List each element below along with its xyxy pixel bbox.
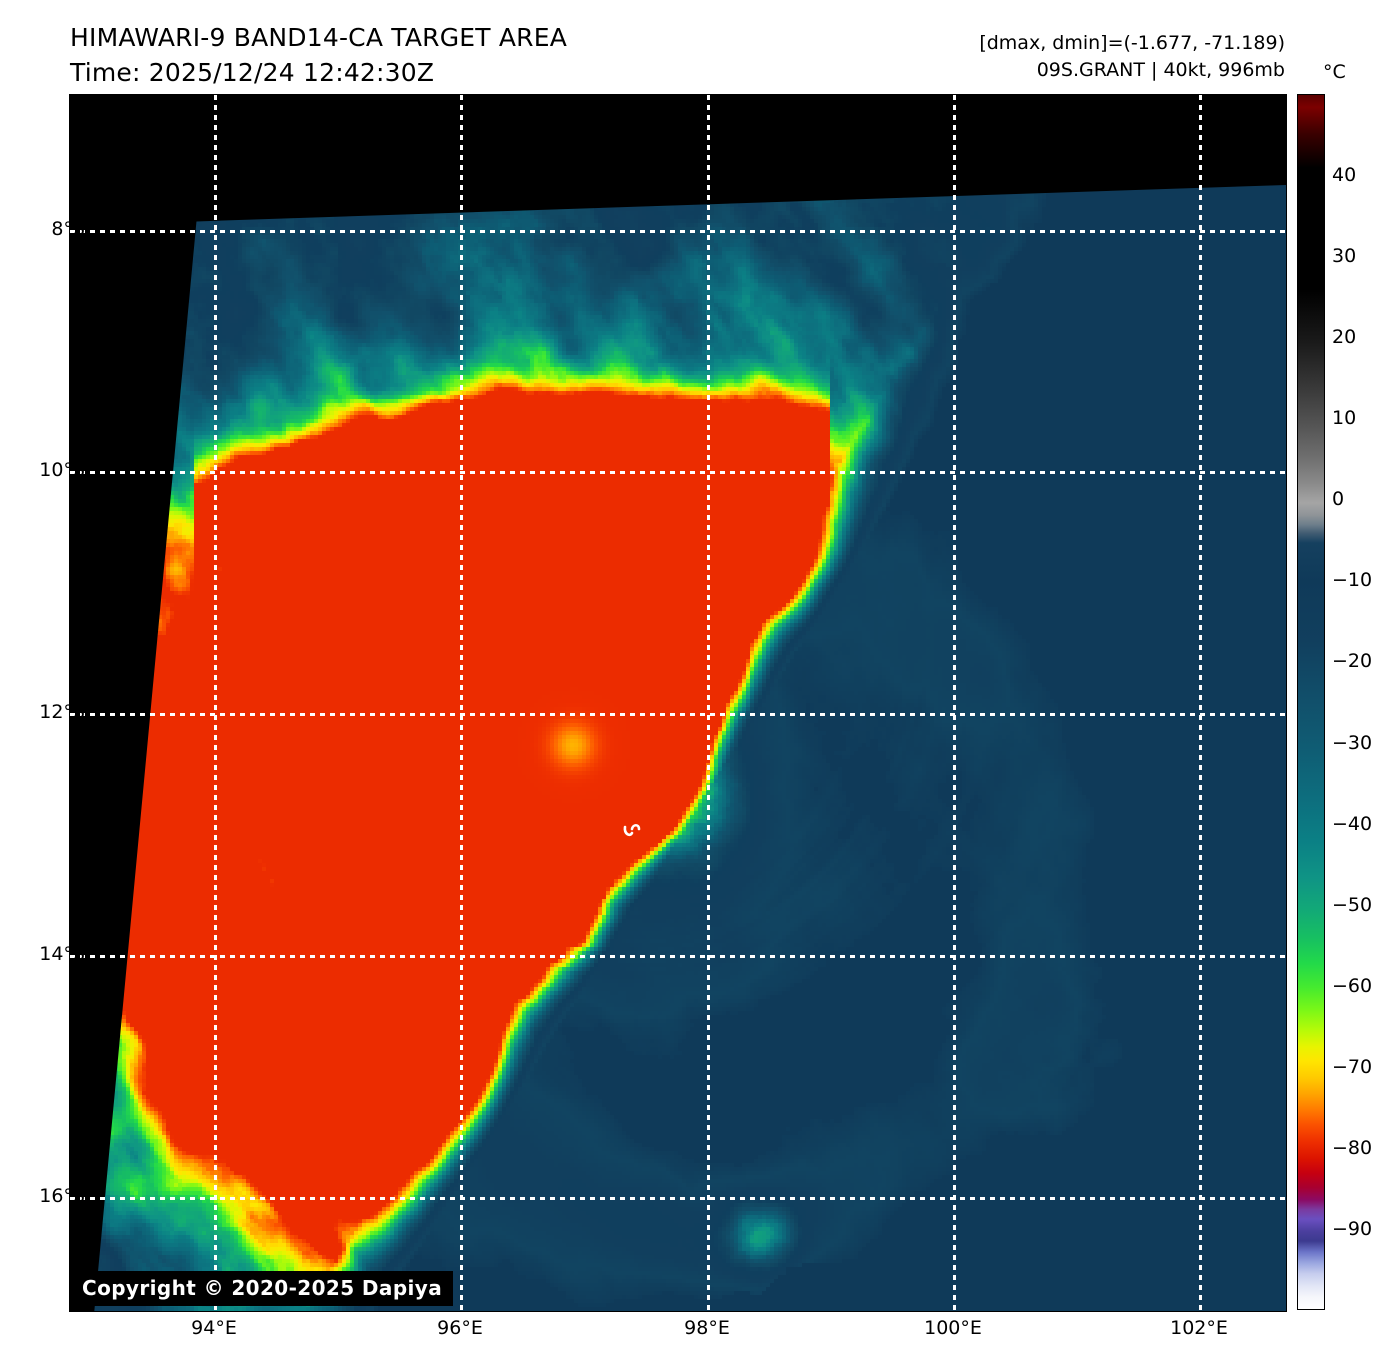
- x-tick-label-102e: 102°E: [1170, 1317, 1228, 1339]
- colorbar-tick-minus40: −40: [1332, 812, 1373, 835]
- y-tick-label-14s: 14°S: [39, 943, 85, 965]
- colorbar-tick-minus80: −80: [1332, 1136, 1373, 1159]
- colorbar-tick-minus50: −50: [1332, 893, 1373, 916]
- y-tick-label-8s: 8°S: [51, 218, 85, 240]
- colorbar-tick-10: 10: [1332, 407, 1357, 430]
- colorbar-tick-minus60: −60: [1332, 974, 1373, 997]
- x-tick-label-96e: 96°E: [437, 1317, 483, 1339]
- y-tick-label-12s: 12°S: [39, 701, 85, 723]
- colorbar-tick-40: 40: [1332, 164, 1357, 187]
- colorbar-tick-minus30: −30: [1332, 731, 1373, 754]
- colorbar-tick-minus20: −20: [1332, 650, 1373, 673]
- product-title: HIMAWARI-9 BAND14-CA TARGET AREA: [70, 23, 568, 52]
- colorbar-tick-minus90: −90: [1332, 1217, 1373, 1240]
- observation-time: Time: 2025/12/24 12:42:30Z: [70, 58, 435, 87]
- colorbar-tick-0: 0: [1332, 488, 1345, 511]
- colorbar-tick-20: 20: [1332, 326, 1357, 349]
- y-tick-label-16s: 16°S: [39, 1185, 85, 1207]
- x-tick-label-98e: 98°E: [684, 1317, 730, 1339]
- page-title: HIMAWARI-9 BAND14-CA TARGET AREA Time: 2…: [70, 20, 567, 90]
- copyright-notice: Copyright © 2020-2025 Dapiya: [71, 1271, 454, 1306]
- storm-info-label: 09S.GRANT | 40kt, 996mb: [1036, 59, 1285, 81]
- y-tick-label-10s: 10°S: [39, 459, 85, 481]
- ir-brightness-temperature-canvas: [94, 184, 1286, 1311]
- colorbar-tick-30: 30: [1332, 245, 1357, 268]
- dmax-dmin-label: [dmax, dmin]=(-1.677, -71.189): [979, 32, 1285, 54]
- x-tick-label-100e: 100°E: [924, 1317, 982, 1339]
- satellite-swath: [94, 184, 1286, 1311]
- colorbar-tick-minus70: −70: [1332, 1055, 1373, 1078]
- temperature-colorbar[interactable]: [1297, 94, 1325, 1310]
- satellite-raster: [70, 95, 1286, 1311]
- colorbar-tick-minus10: −10: [1332, 569, 1373, 592]
- satellite-image-plot[interactable]: Copyright © 2020-2025 Dapiya: [69, 94, 1287, 1312]
- colorbar-unit-label: °C: [1323, 61, 1346, 83]
- header-metadata: [dmax, dmin]=(-1.677, -71.189) 09S.GRANT…: [979, 30, 1285, 84]
- x-tick-label-94e: 94°E: [191, 1317, 237, 1339]
